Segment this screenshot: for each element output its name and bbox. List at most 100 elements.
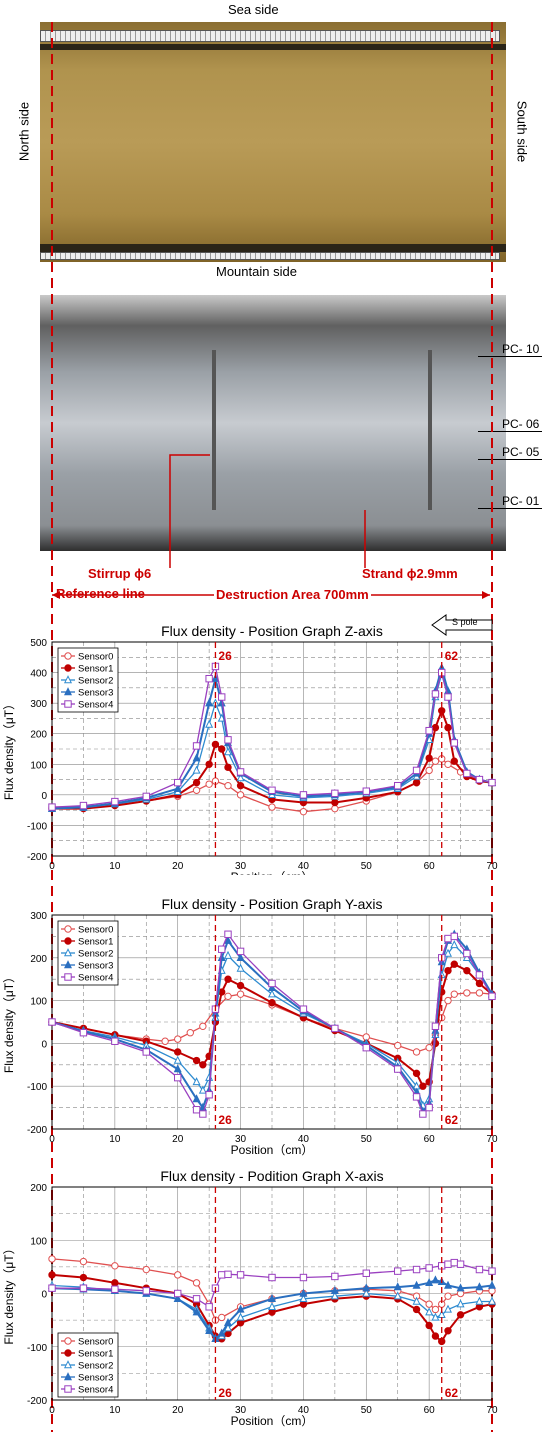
chart-z-axis: Flux density - Position Graph Z-axis -200… — [2, 623, 498, 875]
specimen-photo-top — [40, 22, 506, 262]
data-point-sensor1 — [444, 966, 452, 975]
data-point-sensor0 — [48, 1255, 56, 1263]
plot-frame — [51, 641, 493, 857]
data-point-sensor1 — [412, 1069, 421, 1078]
data-point-sensor4 — [425, 1103, 433, 1112]
data-point-sensor3 — [223, 1317, 233, 1326]
data-point-sensor4 — [79, 1029, 88, 1037]
data-point-sensor1 — [268, 999, 276, 1007]
data-point-sensor4 — [48, 803, 56, 811]
data-point-sensor1 — [224, 975, 232, 983]
data-point-sensor1 — [192, 778, 201, 787]
x-tick-label: 60 — [424, 1134, 436, 1145]
data-point-sensor4 — [205, 1091, 213, 1099]
legend-marker-sensor1 — [64, 937, 72, 945]
data-point-sensor2 — [431, 1312, 440, 1321]
y-tick-label: -100 — [27, 1082, 47, 1093]
pc-line-05 — [478, 459, 542, 460]
data-point-sensor4 — [463, 769, 471, 778]
data-point-sensor3 — [431, 1275, 440, 1284]
legend-label-sensor1: Sensor1 — [78, 937, 113, 948]
data-point-sensor4 — [174, 1073, 182, 1082]
legend-label-sensor2: Sensor2 — [78, 949, 113, 960]
x-tick-label: 30 — [235, 1134, 247, 1145]
x-tick-label: 20 — [172, 861, 184, 872]
y-tick-label: 0 — [41, 1039, 47, 1050]
data-point-sensor4 — [205, 1303, 213, 1311]
data-point-sensor3 — [267, 982, 277, 991]
stirrup-bar-left — [212, 350, 216, 510]
data-point-sensor2 — [192, 1077, 201, 1086]
data-point-sensor0 — [425, 766, 433, 775]
data-point-sensor2 — [443, 948, 453, 957]
x-tick-label: 70 — [486, 1134, 498, 1145]
data-point-sensor4 — [419, 1110, 427, 1118]
data-point-sensor0 — [161, 1037, 169, 1045]
data-point-sensor4 — [444, 1260, 452, 1268]
data-point-sensor0 — [236, 791, 245, 799]
data-point-sensor3 — [173, 1064, 182, 1073]
data-point-sensor0 — [444, 1292, 452, 1300]
data-point-sensor4 — [412, 1093, 421, 1101]
data-point-sensor1 — [224, 763, 232, 772]
legend-label-sensor2: Sensor2 — [78, 1361, 113, 1372]
y-axis-label: Flux density（μT） — [2, 1242, 16, 1344]
pc-label-06: PC- 06 — [502, 417, 540, 431]
specimen-photo-strands — [40, 295, 506, 551]
data-point-sensor3 — [192, 1094, 201, 1103]
legend-marker-sensor3 — [63, 687, 73, 696]
marker-label-62: 62 — [445, 1113, 459, 1127]
x-tick-label: 50 — [361, 1405, 373, 1416]
data-point-sensor0 — [174, 1035, 182, 1043]
data-point-sensor4 — [192, 742, 201, 750]
x-tick-label: 60 — [424, 861, 436, 872]
data-point-sensor0 — [186, 1029, 194, 1037]
data-point-sensor4 — [174, 1289, 182, 1298]
pc-line-01 — [478, 508, 542, 509]
data-point-sensor2 — [205, 719, 214, 728]
legend-marker-sensor2 — [63, 1360, 73, 1369]
data-point-sensor0 — [205, 780, 213, 788]
data-point-sensor4 — [48, 1284, 56, 1292]
data-point-sensor2 — [192, 765, 201, 774]
legend-label-sensor0: Sensor0 — [78, 652, 113, 663]
y-tick-label: -100 — [27, 821, 47, 832]
x-tick-label: 20 — [172, 1405, 184, 1416]
data-point-sensor3 — [173, 1294, 182, 1303]
sea-side-label: Sea side — [228, 2, 279, 17]
data-point-sensor4 — [394, 1065, 402, 1073]
x-axis-label: Position（cm） — [231, 1143, 314, 1157]
data-point-sensor2 — [236, 1312, 245, 1321]
chart-x-axis: Flux density - Podition Graph X-axis -200… — [2, 1168, 498, 1428]
pc-label-10: PC- 10 — [502, 342, 540, 356]
data-point-sensor1 — [236, 981, 245, 990]
reference-line-label: Reference line — [56, 586, 145, 601]
data-point-sensor3 — [267, 1294, 277, 1303]
ruler-top — [40, 30, 500, 42]
legend-label-sensor0: Sensor0 — [78, 1337, 113, 1348]
y-tick-label: 400 — [30, 669, 47, 680]
data-point-sensor4 — [299, 1273, 308, 1282]
y-tick-label: 300 — [30, 911, 47, 922]
data-point-sensor0 — [224, 781, 232, 790]
data-point-sensor1 — [218, 745, 226, 753]
stirrup-bar-right — [428, 350, 432, 510]
y-tick-label: 0 — [41, 1290, 47, 1301]
data-point-sensor4 — [475, 1265, 484, 1274]
data-point-sensor1 — [431, 723, 440, 732]
data-point-sensor4 — [142, 792, 150, 801]
y-tick-label: 100 — [30, 1236, 47, 1247]
data-point-sensor4 — [218, 945, 226, 953]
y-tick-label: -200 — [27, 1396, 47, 1407]
data-point-sensor2 — [330, 1291, 339, 1300]
stirrup-label: Stirrup ϕ6 — [88, 566, 152, 581]
x-tick-label: 10 — [109, 861, 121, 872]
data-point-sensor4 — [111, 1285, 119, 1293]
x-axis-label: Position（cm） — [231, 870, 314, 875]
data-point-sensor0 — [412, 1048, 421, 1056]
legend-marker-sensor1 — [64, 1349, 72, 1357]
data-point-sensor1 — [463, 966, 471, 975]
data-point-sensor2 — [236, 773, 245, 782]
data-point-sensor3 — [205, 698, 214, 707]
data-point-sensor2 — [412, 1296, 421, 1305]
